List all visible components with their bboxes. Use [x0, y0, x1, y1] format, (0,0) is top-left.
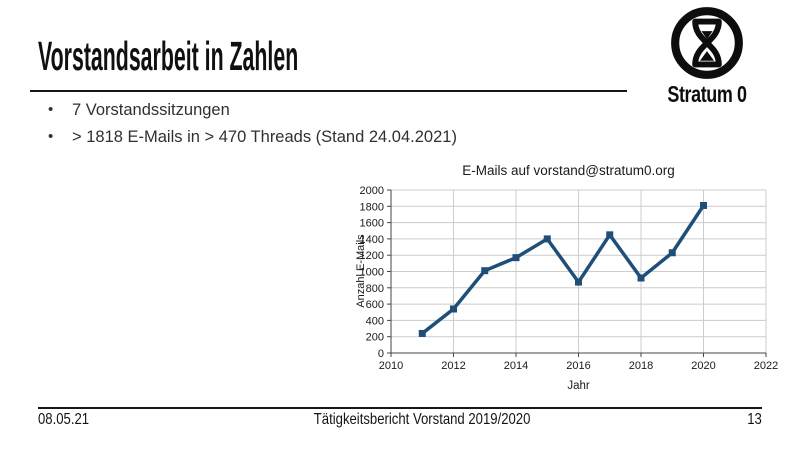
svg-text:1600: 1600: [360, 218, 384, 230]
svg-text:2020: 2020: [691, 360, 715, 372]
svg-text:1000: 1000: [360, 267, 384, 279]
svg-text:2016: 2016: [566, 360, 590, 372]
bullet-text: > 1818 E-Mails in > 470 Threads (Stand 2…: [72, 127, 457, 146]
svg-text:2000: 2000: [360, 185, 384, 197]
svg-text:1200: 1200: [360, 250, 384, 262]
svg-text:2010: 2010: [379, 360, 403, 372]
emails-chart-svg: 0 200 400 600 800 1000 1200 1400 1600 1800 2000 201…: [355, 163, 778, 392]
svg-text:2014: 2014: [504, 360, 528, 372]
svg-text:400: 400: [366, 315, 384, 327]
svg-text:2018: 2018: [629, 360, 653, 372]
bullet-icon: •: [48, 127, 54, 145]
footer: 08.05.21 Tätigkeitsbericht Vorstand 2019…: [38, 411, 762, 429]
footer-rule: [38, 407, 762, 409]
svg-text:200: 200: [366, 332, 384, 344]
title-underline: [30, 90, 627, 92]
svg-text:1400: 1400: [360, 234, 384, 246]
logo-text: Stratum 0: [667, 81, 747, 107]
bullet-icon: •: [48, 101, 54, 118]
svg-text:800: 800: [366, 283, 384, 295]
svg-text:E-Mails auf vorstand@stratum0.: E-Mails auf vorstand@stratum0.org: [462, 163, 675, 178]
list-item: • > 1818 E-Mails in > 470 Threads (Stand…: [48, 128, 457, 148]
svg-text:0: 0: [378, 348, 384, 360]
svg-text:2022: 2022: [754, 360, 778, 372]
bullet-list: • 7 Vorstandssitzungen • > 1818 E-Mails …: [48, 101, 457, 155]
list-item: • 7 Vorstandssitzungen: [48, 101, 457, 121]
svg-text:Anzahl E-Mails: Anzahl E-Mails: [355, 234, 367, 308]
svg-text:1800: 1800: [360, 201, 384, 213]
footer-title: Tätigkeitsbericht Vorstand 2019/2020: [313, 411, 531, 428]
bullet-text: 7 Vorstandssitzungen: [72, 101, 230, 119]
svg-text:2012: 2012: [441, 360, 465, 372]
hourglass-icon: [671, 7, 743, 79]
svg-text:Jahr: Jahr: [567, 380, 590, 392]
footer-date: 08.05.21: [38, 411, 90, 428]
emails-chart: 0 200 400 600 800 1000 1200 1400 1600 1800 2000 201…: [350, 158, 790, 398]
stratum0-logo: Stratum 0: [650, 6, 764, 108]
svg-text:600: 600: [366, 299, 384, 311]
page-title: Vorstandsarbeit in Zahlen: [38, 33, 299, 79]
footer-page-number: 13: [747, 411, 762, 428]
